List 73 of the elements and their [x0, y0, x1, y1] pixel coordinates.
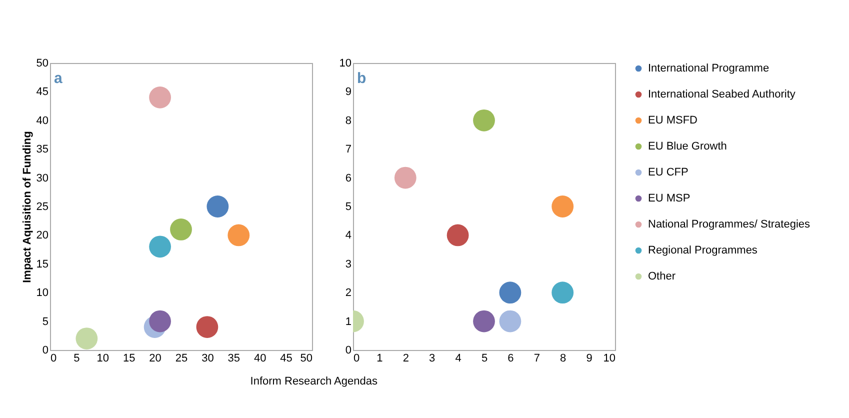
y-tick-label: 1 — [345, 316, 352, 328]
y-tick-label: 15 — [36, 258, 48, 270]
x-tick-label: 8 — [560, 352, 566, 364]
y-tick-label: 25 — [36, 201, 48, 213]
x-tick-label: 30 — [202, 352, 214, 364]
annotation: a — [54, 70, 63, 87]
x-tick-label: 25 — [175, 352, 188, 364]
y-tick-label: 9 — [345, 86, 352, 98]
point — [499, 310, 522, 332]
point — [170, 218, 192, 240]
x-tick-label: 35 — [228, 352, 240, 364]
x-tick-label: 0 — [50, 352, 57, 364]
x-tick-label: 5 — [481, 352, 488, 364]
y-tick-label: 8 — [345, 114, 352, 127]
point — [206, 196, 229, 218]
x-tick-label: 2 — [402, 352, 409, 364]
legend-label: EU CFP — [648, 166, 688, 178]
x-tick-label: 20 — [149, 352, 162, 364]
point — [149, 236, 171, 258]
legend-label: EU MSFD — [648, 114, 698, 126]
point — [149, 310, 171, 332]
y-tick-label: 0 — [345, 344, 352, 356]
point — [196, 316, 218, 338]
y-tick-label: 7 — [345, 144, 352, 156]
x-tick-label: 5 — [74, 352, 80, 364]
x-axis-title: Inform Research Agendas — [250, 376, 378, 388]
legend-label: Other — [648, 270, 676, 282]
x-tick-label: 10 — [96, 352, 110, 364]
x-tick-label: 10 — [603, 352, 616, 364]
point — [499, 282, 522, 304]
x-tick-label: 0 — [354, 352, 360, 364]
legend-label: National Programmes/ Strategies — [648, 218, 811, 230]
x-tick-label: 40 — [254, 352, 266, 364]
y-tick-label: 5 — [42, 316, 48, 328]
y-tick-label: 10 — [36, 287, 48, 300]
point — [149, 86, 171, 108]
y-tick-label: 40 — [36, 114, 48, 127]
y-tick-label: 30 — [36, 172, 48, 184]
x-tick-label: 6 — [508, 352, 514, 364]
point — [446, 224, 469, 246]
point — [473, 310, 495, 332]
legend-label: EU MSP — [648, 192, 690, 204]
y-tick-label: 50 — [36, 58, 48, 70]
legend-label: EU Blue Growth — [648, 140, 727, 152]
annotation: b — [357, 70, 366, 87]
point — [228, 224, 250, 246]
legend-label: International Seabed Authority — [648, 88, 796, 100]
x-tick-label: 9 — [586, 352, 592, 364]
x-tick-label: 50 — [300, 352, 312, 364]
x-tick-label: 15 — [122, 352, 136, 364]
x-tick-label: 4 — [455, 352, 462, 364]
y-tick-label: 35 — [36, 144, 48, 156]
point — [552, 196, 574, 218]
x-tick-label: 7 — [534, 352, 540, 364]
y-tick-label: 3 — [345, 258, 352, 270]
y-tick-label: 45 — [36, 86, 48, 98]
point — [76, 328, 98, 350]
y-axis-title: Impact Aquisition of Funding — [21, 131, 34, 283]
point — [394, 166, 416, 189]
x-tick-label: 3 — [429, 352, 436, 364]
point — [473, 109, 495, 132]
legend-label: Regional Programmes — [648, 244, 758, 256]
x-tick-label: 45 — [280, 352, 292, 364]
y-tick-label: 6 — [345, 172, 352, 184]
point — [552, 282, 574, 304]
y-tick-label: 4 — [345, 230, 352, 242]
y-tick-label: 10 — [339, 58, 352, 70]
y-tick-label: 2 — [345, 287, 352, 300]
x-tick-label: 1 — [376, 352, 383, 364]
y-tick-label: 0 — [42, 344, 48, 356]
y-tick-label: 20 — [36, 230, 48, 242]
y-tick-label: 5 — [345, 201, 352, 213]
legend-label: International Programme — [648, 62, 770, 74]
